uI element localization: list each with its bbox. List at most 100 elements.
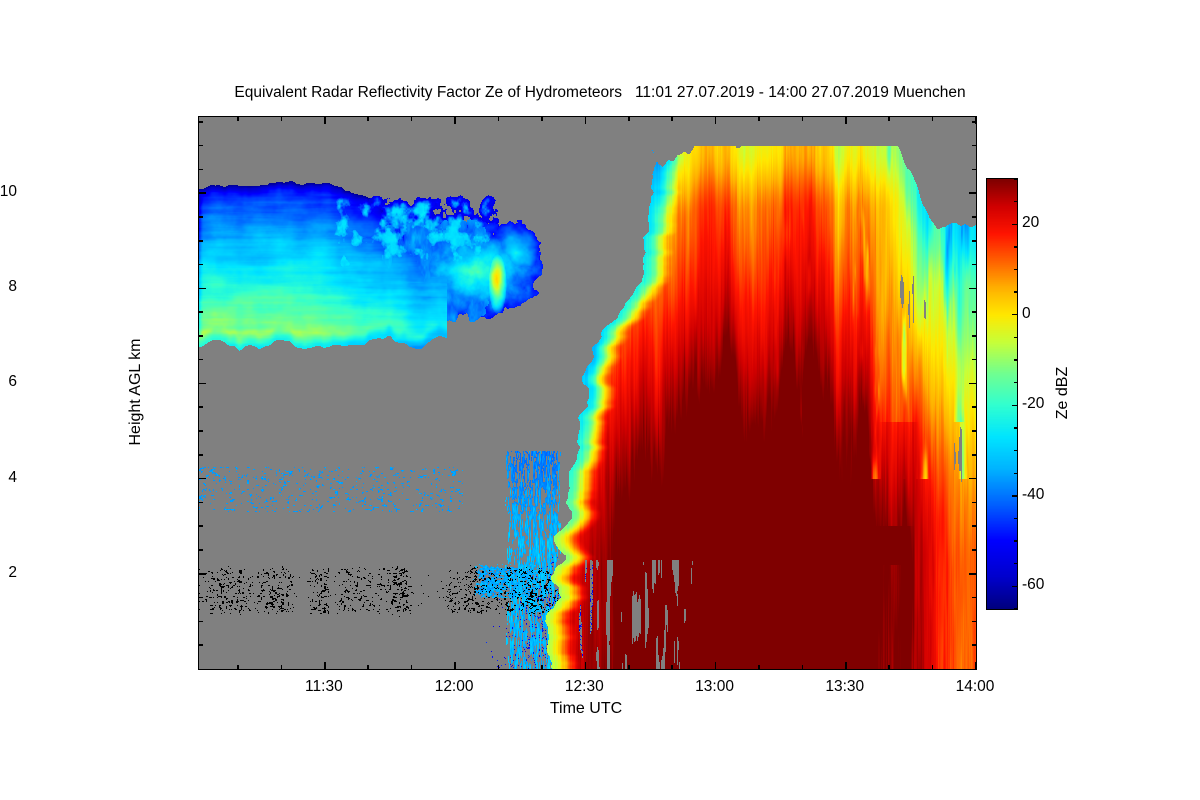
x-tick (714, 662, 717, 669)
x-tick-top (280, 117, 283, 121)
y-tick-right (969, 477, 976, 480)
x-tick-top (888, 117, 890, 121)
y-tick-right (969, 573, 976, 575)
colorbar-tick (1014, 246, 1017, 248)
colorbar-tick (1012, 223, 1017, 225)
x-tick (324, 662, 326, 669)
colorbar-tick (1014, 563, 1017, 565)
x-tick (671, 665, 673, 669)
y-tick-right (972, 406, 976, 409)
y-tick (199, 620, 203, 623)
y-tick (199, 573, 206, 575)
y-tick (199, 239, 203, 242)
colorbar-tick (1012, 314, 1017, 316)
x-tick-label: 13:30 (825, 678, 865, 695)
x-tick (931, 665, 934, 669)
colorbar-tick (1014, 472, 1017, 474)
x-axis-title: Time UTC (549, 700, 623, 717)
y-tick (199, 311, 203, 313)
y-tick-label: 6 (8, 373, 17, 391)
y-tick-right (972, 644, 976, 646)
y-tick-right (972, 239, 976, 242)
colorbar-tick (1014, 449, 1017, 452)
x-tick-top (237, 117, 239, 121)
y-tick (199, 382, 206, 385)
y-tick-right (972, 358, 976, 361)
x-tick (888, 665, 890, 669)
colorbar-tick-label: 0 (1022, 304, 1031, 322)
colorbar-gradient (987, 179, 1017, 609)
x-tick (280, 665, 283, 669)
y-tick-right (972, 549, 976, 551)
y-tick-right (972, 216, 976, 218)
y-tick (199, 644, 203, 646)
y-tick-right (972, 430, 976, 432)
x-tick-top (367, 117, 370, 121)
x-tick-top (584, 117, 587, 124)
y-tick-right (972, 168, 976, 171)
x-tick (975, 662, 977, 669)
x-tick (758, 665, 760, 669)
y-axis-title: Height AGL km (127, 338, 144, 446)
y-tick-right (969, 287, 976, 290)
x-tick (454, 662, 456, 669)
radar-reflectivity-heatmap (199, 117, 976, 669)
x-tick (844, 662, 847, 669)
y-tick (199, 406, 203, 409)
x-tick-top (497, 117, 500, 121)
x-tick (497, 665, 500, 669)
y-tick (199, 525, 203, 528)
y-tick-right (972, 454, 976, 456)
y-tick-right (969, 192, 976, 194)
y-tick (199, 454, 203, 456)
y-tick-label: 2 (8, 563, 17, 581)
x-tick-top (714, 117, 717, 124)
y-tick-label: 10 (0, 183, 17, 201)
y-tick-right (972, 311, 976, 313)
y-tick (199, 358, 203, 361)
y-tick (199, 430, 203, 432)
y-tick-right (972, 144, 976, 147)
x-tick-top (975, 117, 977, 124)
colorbar-tick (1014, 427, 1017, 429)
y-tick-right (972, 596, 976, 599)
y-tick (199, 168, 203, 171)
y-tick (199, 596, 203, 599)
y-tick-right (969, 382, 976, 385)
colorbar-tick (1014, 200, 1017, 203)
colorbar-tick-label: -20 (1022, 395, 1045, 413)
x-tick-top (324, 117, 326, 124)
colorbar-tick-label: -60 (1022, 576, 1045, 594)
y-tick (199, 287, 206, 290)
x-tick-top (931, 117, 934, 121)
x-tick-top (410, 117, 413, 121)
colorbar-title: Ze dBZ (1054, 366, 1071, 420)
colorbar-tick (1014, 517, 1017, 520)
x-tick-top (758, 117, 760, 121)
x-tick (410, 665, 413, 669)
figure-title: Equivalent Radar Reflectivity Factor Ze … (234, 84, 966, 101)
y-tick-right (972, 620, 976, 623)
x-tick-label: 11:30 (305, 678, 343, 695)
colorbar-tick (1014, 540, 1017, 542)
colorbar-tick-label: 20 (1022, 214, 1040, 232)
colorbar-tick-label: -40 (1022, 485, 1045, 503)
colorbar-tick (1014, 608, 1017, 610)
y-tick-right (972, 335, 976, 337)
y-tick (199, 192, 206, 194)
colorbar-tick (1014, 268, 1017, 271)
y-tick-label: 4 (8, 468, 17, 486)
colorbar (986, 178, 1018, 610)
x-tick (541, 665, 543, 669)
x-tick (801, 665, 804, 669)
y-tick-label: 8 (8, 278, 17, 296)
x-tick-top (627, 117, 630, 121)
y-tick (199, 120, 203, 123)
y-tick (199, 335, 203, 337)
x-tick-label: 14:00 (955, 678, 995, 695)
y-tick-right (972, 263, 976, 266)
colorbar-tick (1012, 585, 1017, 588)
y-tick (199, 263, 203, 266)
colorbar-tick (1012, 404, 1017, 406)
